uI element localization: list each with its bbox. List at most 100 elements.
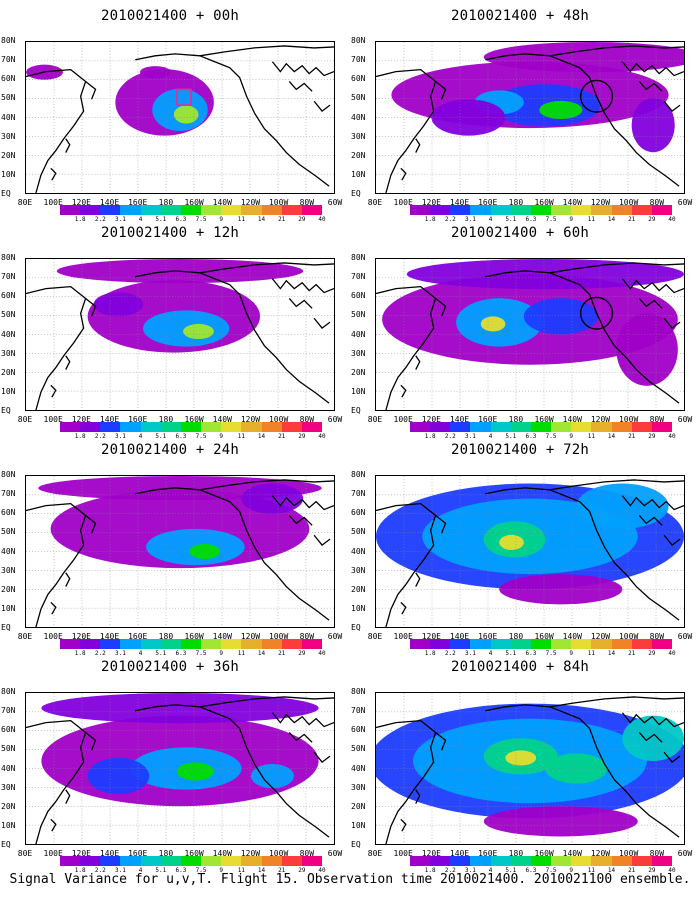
variance-contour — [480, 316, 506, 332]
colorbar-swatch — [180, 205, 202, 215]
colorbar-level-label: 11 — [237, 650, 245, 657]
lon-tick-label: 100E — [43, 415, 63, 424]
colorbar-swatch — [490, 856, 511, 866]
colorbar-level-label: 40 — [668, 867, 676, 874]
variance-map — [376, 693, 684, 844]
lon-tick-label: 120E — [71, 198, 91, 207]
colorbar-swatch — [651, 856, 673, 866]
lon-tick-label: 120E — [71, 632, 91, 641]
colorbar-swatch — [221, 422, 242, 432]
lat-tick-label: 60N — [351, 291, 366, 301]
colorbar-swatch — [180, 422, 202, 432]
colorbar-swatch — [631, 639, 652, 649]
colorbar-level-label: 6.3 — [525, 433, 537, 440]
colorbar-level-label: 21 — [628, 867, 636, 874]
colorbar-swatch — [140, 205, 161, 215]
coastline — [50, 384, 57, 398]
lat-tick-label: 50N — [351, 744, 366, 754]
map-panel: 2010021400 + 00h 80N 70N 60N 50N 40N 30N 20N 10N… — [1, 8, 342, 223]
lat-tick-label: 40N — [351, 546, 366, 556]
colorbar-level-label: 4 — [138, 216, 143, 223]
coastline — [621, 495, 684, 511]
lon-tick-label: 80E — [367, 849, 383, 858]
colorbar-swatch — [80, 205, 101, 215]
lat-tick-label: 80N — [351, 253, 366, 262]
variance-map — [376, 42, 684, 193]
lon-tick-label: 80W — [299, 632, 315, 641]
lon-tick-label: 100W — [618, 632, 639, 641]
colorbar-level-label: 1.8 — [74, 433, 86, 440]
coastline — [435, 514, 447, 534]
lon-tick-label: 100W — [268, 632, 289, 641]
lon-tick-label: 60W — [327, 415, 343, 424]
colorbar-swatch — [450, 639, 471, 649]
colorbar-swatch — [571, 422, 592, 432]
coastline — [288, 515, 313, 526]
colorbar-swatch — [611, 205, 632, 215]
colorbar-level-label: 9 — [219, 216, 224, 223]
colorbar-swatch — [631, 205, 652, 215]
lat-tick-label: 80N — [351, 470, 366, 479]
colorbar-swatch — [180, 639, 202, 649]
lat-tick-label: EQ — [351, 189, 361, 198]
variance-contour — [139, 66, 171, 79]
lon-tick-label: 100E — [393, 632, 413, 641]
lon-tick-label: 180 — [508, 415, 524, 424]
lat-tick-label: 20N — [1, 367, 16, 377]
lat-tick-label: EQ — [1, 189, 11, 198]
map-frame — [25, 692, 335, 845]
coastline — [663, 317, 681, 329]
colorbar-level-label: 1.8 — [74, 867, 86, 874]
map-panel: 2010021400 + 12h 80N 70N 60N 50N 40N 30N 20N 10N… — [1, 225, 342, 443]
coastline — [26, 285, 87, 410]
colorbar-level-label: 40 — [318, 433, 326, 440]
colorbar-level-label: 11 — [587, 433, 595, 440]
coastline — [65, 789, 71, 804]
lon-tick-label: 120W — [590, 198, 611, 207]
colorbar-level-label: 3.1 — [465, 216, 476, 223]
lat-tick-label: 80N — [1, 470, 16, 479]
colorbar-swatch — [410, 639, 431, 649]
map-frame — [25, 41, 335, 194]
map-panel: 2010021400 + 84h 80N 70N 60N 50N 40N 30N 20N 10N… — [351, 659, 692, 874]
lat-tick-label: 20N — [351, 150, 366, 160]
lon-tick-label: 80E — [367, 415, 383, 424]
colorbar-swatch — [551, 856, 572, 866]
colorbar-level-label: 5.1 — [155, 433, 167, 440]
colorbar-swatch — [201, 639, 222, 649]
colorbar-swatch — [160, 856, 181, 866]
lon-tick-label: 80W — [649, 632, 665, 641]
lon-tick-label: 60W — [677, 849, 693, 858]
lat-tick-label: 40N — [1, 763, 16, 773]
coastline — [415, 789, 421, 804]
lon-tick-label: 140W — [212, 849, 232, 858]
lat-tick-label: 50N — [351, 310, 366, 320]
variance-contour — [93, 292, 144, 317]
colorbar-swatch — [180, 856, 202, 866]
colorbar-swatch — [470, 422, 491, 432]
colorbar-swatch — [281, 205, 302, 215]
panel-title: 2010021400 + 84h — [450, 659, 590, 675]
coastline — [85, 514, 97, 534]
colorbar-swatch — [100, 205, 121, 215]
colorbar-level-label: 7.5 — [545, 216, 557, 223]
colorbar-level-label: 7.5 — [195, 650, 207, 657]
lat-tick-label: 10N — [1, 603, 16, 613]
observation-marker — [579, 296, 614, 330]
coastline — [638, 732, 663, 743]
colorbar-swatch — [430, 856, 451, 866]
map-panel: 2010021400 + 60h 80N 70N 60N 50N 40N 30N 20N 10N… — [351, 225, 692, 440]
colorbar-swatch — [651, 205, 673, 215]
colorbar-level-label: 3.1 — [115, 650, 126, 657]
lon-tick-label: 80W — [649, 198, 665, 207]
colorbar-level-label: 2.2 — [94, 867, 106, 874]
lat-tick-label: EQ — [351, 406, 361, 415]
lat-tick-label: 30N — [351, 565, 366, 575]
colorbar-level-label: 21 — [628, 216, 636, 223]
colorbar-labels: 1.8 2.2 3.1 4 5.1 6.3 7.5 9 11 14 21 29 40 — [60, 433, 326, 443]
lat-tick-label: 70N — [1, 706, 16, 716]
lon-tick-label: 160W — [184, 198, 204, 207]
lon-tick-label: 100W — [268, 415, 289, 424]
colorbar-labels: 1.8 2.2 3.1 4 5.1 6.3 7.5 9 11 14 21 29 40 — [60, 650, 326, 660]
colorbar-swatch — [510, 856, 531, 866]
